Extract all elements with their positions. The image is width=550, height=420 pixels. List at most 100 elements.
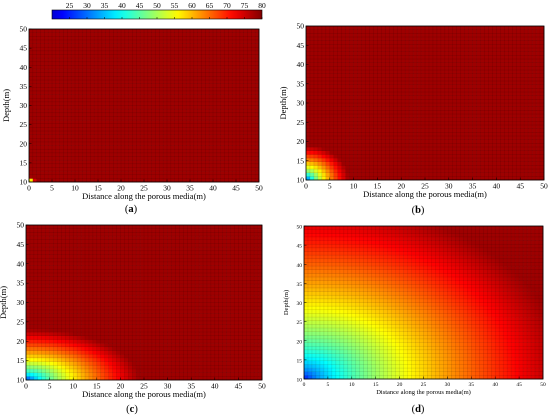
heatmap-cell — [78, 29, 83, 33]
heatmap-cell — [124, 109, 129, 114]
heatmap-cell — [132, 116, 137, 121]
heatmap-cell — [67, 149, 72, 154]
heatmap-cell — [452, 48, 458, 52]
heatmap-cell — [508, 92, 513, 96]
heatmap-cell — [421, 59, 426, 63]
heatmap-cell — [381, 95, 386, 100]
heatmap-cell — [313, 99, 319, 104]
heatmap-cell — [78, 54, 83, 59]
heatmap-cell — [109, 65, 114, 70]
heatmap-cell — [59, 120, 64, 125]
heatmap-cell — [136, 83, 141, 88]
heatmap-cell — [151, 145, 156, 150]
heatmap-cell — [444, 62, 450, 67]
heatmap-cell — [128, 145, 133, 150]
heatmap-cell — [333, 62, 339, 67]
heatmap-cell — [329, 40, 335, 45]
heatmap-cell — [488, 128, 493, 133]
heatmap-cell — [86, 54, 91, 59]
heatmap-cell — [496, 33, 501, 38]
heatmap-cell — [337, 169, 342, 173]
heatmap-cell — [40, 29, 45, 33]
heatmap-cell — [468, 48, 473, 52]
heatmap-cell — [197, 134, 202, 139]
heatmap-cell — [86, 152, 91, 157]
heatmap-cell — [448, 150, 454, 155]
heatmap-cell — [436, 51, 442, 56]
heatmap-cell — [44, 163, 49, 168]
heatmap-cell — [220, 134, 225, 139]
heatmap-cell — [436, 73, 442, 78]
heatmap-cell — [516, 158, 521, 162]
heatmap-cell — [508, 99, 513, 104]
heatmap-cell — [67, 160, 72, 165]
heatmap-cell — [428, 136, 434, 140]
heatmap-cell — [504, 117, 509, 122]
heatmap-cell — [516, 128, 521, 133]
heatmap-cell — [98, 58, 103, 63]
heatmap-cell — [476, 161, 481, 166]
heatmap-cell — [393, 62, 398, 67]
heatmap-cell — [94, 39, 99, 44]
heatmap-cell — [182, 112, 187, 117]
heatmap-cell — [209, 123, 214, 128]
heatmap-cell — [325, 88, 331, 93]
heatmap-cell — [325, 37, 331, 41]
heatmap-cell — [236, 76, 241, 81]
heatmap-cell — [48, 149, 53, 154]
heatmap-cell — [40, 131, 45, 135]
heatmap-cell — [306, 99, 311, 104]
heatmap-cell — [232, 39, 237, 44]
heatmap-cell — [325, 48, 331, 52]
heatmap-cell — [94, 112, 99, 117]
heatmap-cell — [413, 77, 418, 82]
heatmap-cell — [86, 50, 91, 55]
heatmap-cell — [75, 32, 80, 37]
heatmap-cell — [247, 120, 252, 125]
heatmap-cell — [32, 69, 37, 74]
heatmap-cell — [480, 84, 485, 89]
heatmap-cell — [417, 132, 422, 137]
heatmap-cell — [472, 103, 477, 107]
heatmap-cell — [472, 114, 477, 118]
heatmap-cell — [460, 88, 465, 93]
heatmap-cell — [325, 176, 331, 181]
heatmap-cell — [151, 61, 156, 66]
heatmap-cell — [401, 44, 406, 49]
heatmap-cell — [251, 134, 256, 139]
heatmap-cell — [413, 136, 418, 140]
heatmap-cell — [413, 37, 418, 41]
heatmap-cell — [136, 54, 141, 59]
heatmap-cell — [349, 51, 354, 56]
heatmap-cell — [236, 69, 241, 74]
heatmap-cell — [401, 117, 406, 122]
heatmap-cell — [71, 156, 76, 161]
heatmap-cell — [251, 29, 256, 33]
heatmap-cell — [325, 66, 331, 71]
heatmap-cell — [405, 55, 410, 60]
heatmap-cell — [385, 176, 390, 181]
heatmap-cell — [105, 123, 110, 128]
heatmap-cell — [353, 172, 358, 177]
heatmap-cell — [460, 161, 465, 166]
heatmap-cell — [333, 95, 339, 100]
heatmap-cell — [174, 116, 179, 121]
heatmap-cell — [44, 29, 49, 33]
heatmap-cell — [397, 103, 402, 107]
heatmap-cell — [48, 145, 53, 150]
heatmap-cell — [317, 143, 323, 148]
heatmap-cell — [105, 105, 110, 110]
heatmap-cell — [357, 99, 362, 104]
heatmap-cell — [385, 29, 390, 34]
heatmap-cell — [186, 61, 191, 66]
heatmap-cell — [464, 128, 469, 133]
heatmap-cell — [381, 59, 386, 63]
heatmap-cell — [492, 150, 497, 155]
heatmap-cell — [492, 125, 497, 129]
heatmap-cell — [128, 138, 133, 143]
heatmap-cell — [201, 76, 206, 81]
heatmap-cell — [484, 84, 489, 89]
heatmap-cell — [182, 69, 187, 74]
heatmap-cell — [247, 83, 252, 88]
heatmap-cell — [255, 134, 260, 139]
